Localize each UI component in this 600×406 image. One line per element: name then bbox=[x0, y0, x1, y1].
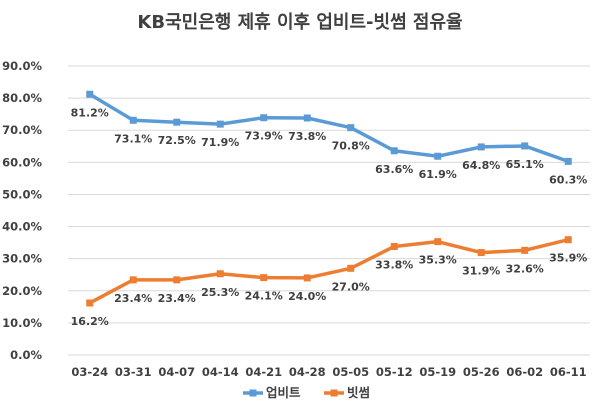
data-label: 63.6% bbox=[375, 163, 413, 176]
y-tick-label: 70.0% bbox=[2, 123, 42, 137]
series-line bbox=[88, 238, 569, 305]
data-point bbox=[347, 264, 355, 272]
data-point bbox=[86, 90, 94, 98]
data-label: 32.6% bbox=[506, 262, 544, 275]
series-2: 16.2% 23.4% 23.4% 25.3% 24.1% 24.0% 27.0% 33.8%… bbox=[71, 236, 587, 328]
data-point bbox=[521, 246, 529, 254]
y-tick-label: 60.0% bbox=[2, 155, 42, 169]
x-tick-label: 03-24 bbox=[71, 365, 108, 379]
data-label: 24.1% bbox=[245, 290, 283, 303]
data-point bbox=[173, 118, 181, 126]
data-label: 31.9% bbox=[462, 265, 500, 278]
data-label: 73.1% bbox=[114, 132, 152, 145]
x-tick-label: 05-05 bbox=[332, 365, 369, 379]
x-tick-label: 06-02 bbox=[506, 365, 543, 379]
data-point bbox=[303, 114, 311, 122]
legend-label: 업비트 bbox=[266, 385, 301, 400]
y-tick-label: 0.0% bbox=[10, 348, 42, 362]
x-axis-ticks: 03-24 03-31 04-07 04-14 04-21 04-28 05-05 05-12… bbox=[71, 365, 586, 379]
data-point bbox=[216, 270, 224, 278]
y-tick-label: 30.0% bbox=[2, 252, 42, 266]
y-tick-label: 20.0% bbox=[2, 284, 42, 298]
data-point bbox=[434, 238, 442, 246]
x-tick-label: 04-21 bbox=[245, 365, 282, 379]
legend-marker bbox=[330, 389, 338, 397]
data-label: 72.5% bbox=[158, 134, 196, 147]
data-label: 81.2% bbox=[71, 106, 109, 119]
series-layer: 81.2% 73.1% 72.5% 71.9% 73.9% 73.8% 70.8% 63.6%… bbox=[71, 90, 587, 328]
legend: 업비트 빗썸 bbox=[243, 385, 370, 400]
data-point bbox=[477, 143, 485, 151]
data-label: 71.9% bbox=[201, 136, 239, 149]
data-point bbox=[216, 120, 224, 128]
data-label: 64.8% bbox=[462, 159, 500, 172]
data-label: 60.3% bbox=[549, 173, 587, 186]
y-tick-label: 40.0% bbox=[2, 220, 42, 234]
y-tick-label: 90.0% bbox=[2, 59, 42, 73]
data-point bbox=[347, 124, 355, 132]
data-label: 24.0% bbox=[288, 290, 326, 303]
y-tick-label: 80.0% bbox=[2, 91, 42, 105]
chart-title: KB국민은행 제휴 이후 업비트-빗썸 점유율 bbox=[137, 12, 462, 33]
data-point bbox=[521, 142, 529, 150]
data-label: 35.3% bbox=[419, 254, 457, 267]
x-tick-label: 04-28 bbox=[289, 365, 326, 379]
data-label: 65.1% bbox=[506, 158, 544, 171]
data-point bbox=[477, 249, 485, 257]
data-label: 27.0% bbox=[332, 280, 370, 293]
x-tick-label: 06-11 bbox=[550, 365, 587, 379]
data-point bbox=[434, 152, 442, 160]
legend-label: 빗썸 bbox=[347, 385, 370, 400]
y-axis-ticks: 0.0% 10.0% 20.0% 30.0% 40.0% 50.0% 60.0% 70.0% 8… bbox=[2, 59, 42, 362]
series-1: 81.2% 73.1% 72.5% 71.9% 73.9% 73.8% 70.8% 63.6%… bbox=[71, 90, 587, 186]
data-point bbox=[564, 157, 572, 165]
data-point bbox=[564, 236, 572, 244]
x-tick-label: 05-26 bbox=[463, 365, 500, 379]
y-tick-label: 10.0% bbox=[2, 316, 42, 330]
data-point bbox=[86, 299, 94, 307]
data-label: 23.4% bbox=[114, 292, 152, 305]
data-point bbox=[390, 147, 398, 155]
data-label: 33.8% bbox=[375, 258, 413, 271]
data-point bbox=[390, 242, 398, 250]
x-tick-label: 05-12 bbox=[376, 365, 413, 379]
data-point bbox=[129, 276, 137, 284]
data-label: 35.9% bbox=[549, 252, 587, 265]
x-tick-label: 05-19 bbox=[419, 365, 456, 379]
x-tick-label: 03-31 bbox=[115, 365, 152, 379]
gridlines bbox=[68, 65, 590, 356]
data-point bbox=[303, 274, 311, 282]
data-point bbox=[129, 116, 137, 124]
x-tick-label: 04-14 bbox=[202, 365, 239, 379]
data-label: 73.8% bbox=[288, 130, 326, 143]
y-tick-label: 50.0% bbox=[2, 187, 42, 201]
data-point bbox=[260, 114, 268, 122]
data-label: 73.9% bbox=[245, 130, 283, 143]
series-line bbox=[88, 92, 569, 164]
legend-marker bbox=[249, 389, 257, 397]
data-label: 25.3% bbox=[201, 286, 239, 299]
data-point bbox=[173, 276, 181, 284]
data-label: 16.2% bbox=[71, 315, 109, 328]
data-label: 23.4% bbox=[158, 292, 196, 305]
data-label: 70.8% bbox=[332, 140, 370, 153]
data-point bbox=[260, 274, 268, 282]
data-label: 61.9% bbox=[419, 168, 457, 181]
x-tick-label: 04-07 bbox=[158, 365, 195, 379]
